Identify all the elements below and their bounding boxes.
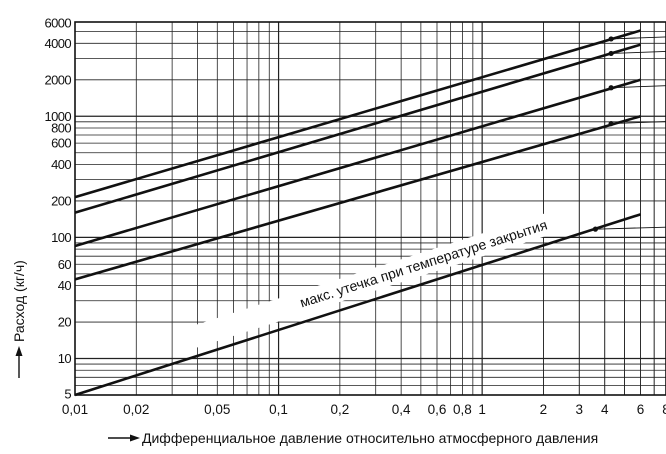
series-marker-1 — [608, 36, 614, 42]
series-line-3 — [74, 78, 641, 248]
x-tick-label: 8 — [662, 402, 666, 417]
leader-line-2 — [611, 51, 666, 54]
x-axis-arrow-head — [130, 434, 140, 442]
x-tick-label: 0,4 — [392, 402, 411, 417]
series-line-1 — [74, 29, 641, 199]
y-axis-arrow-head — [15, 346, 23, 356]
axis-titles: Дифференциальное давление относительно а… — [11, 260, 598, 446]
annotation-text: макс. утечка при температуре закрытия — [298, 216, 549, 310]
y-tick-label: 100 — [51, 230, 71, 245]
y-tick-label: 400 — [51, 157, 71, 172]
series-lines — [74, 29, 666, 397]
leader-line-4 — [611, 121, 666, 125]
x-tick-label: 6 — [637, 402, 645, 417]
x-tick-label: 0,01 — [62, 402, 88, 417]
x-tick-label: 2 — [540, 402, 548, 417]
leader-line-5 — [595, 226, 666, 230]
leader-line-3 — [611, 85, 666, 89]
x-tick-label: 0,2 — [330, 402, 349, 417]
y-tick-label: 5 — [64, 387, 71, 402]
y-tick-label: 10 — [58, 351, 72, 366]
y-tick-label: 200 — [51, 193, 71, 208]
y-tick-label: 60 — [58, 257, 72, 272]
x-tick-label: 4 — [601, 402, 609, 417]
x-tick-label: 3 — [576, 402, 584, 417]
y-axis-title: Расход (кг/ч) — [11, 260, 27, 342]
series-marker-2 — [608, 50, 614, 57]
x-tick-label: 0,6 — [428, 402, 447, 417]
annotation-group: макс. утечка при температуре закрытия — [174, 208, 567, 353]
x-tick-label: 0,02 — [123, 402, 149, 417]
y-tick-label: 2000 — [44, 72, 71, 87]
grid — [75, 21, 666, 396]
y-tick-label: 6000 — [44, 16, 71, 31]
y-tick-label: 20 — [58, 315, 72, 330]
y-tick-label: 4000 — [44, 36, 71, 51]
x-tick-labels: 0,01 0,02 0,05 0,1 0,2 0,4 0,6 0,8 1 2 3 4 6 8 — [62, 402, 666, 417]
x-axis-title: Дифференциальное давление относительно а… — [142, 430, 598, 446]
series-line-4 — [74, 115, 641, 281]
annotation-band — [174, 208, 567, 353]
series-line-2 — [74, 43, 641, 214]
x-tick-label: 0,8 — [453, 402, 472, 417]
series-line-5 — [74, 213, 641, 397]
y-tick-label: 1000 — [44, 109, 71, 124]
x-tick-label: 1 — [478, 402, 486, 417]
x-tick-label: 0,05 — [204, 402, 230, 417]
plot-frame — [74, 21, 666, 396]
x-tick-label: 0,1 — [269, 402, 288, 417]
leader-line-1 — [611, 36, 666, 40]
y-tick-label: 600 — [51, 136, 71, 151]
y-tick-label: 800 — [51, 121, 71, 136]
y-tick-label: 40 — [58, 278, 72, 293]
